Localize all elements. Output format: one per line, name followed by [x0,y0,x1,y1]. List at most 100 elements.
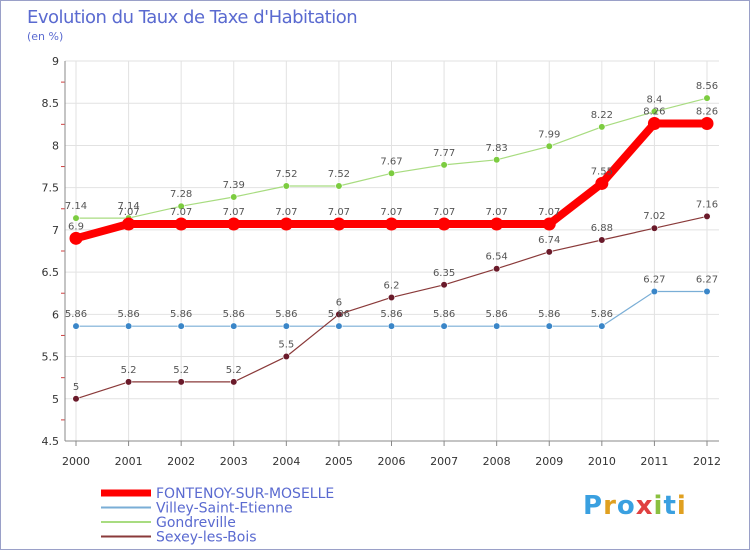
data-label: 8.26 [643,106,665,117]
data-point [545,248,553,256]
grid [65,60,719,442]
data-point [72,395,80,403]
data-label: 6.27 [696,275,718,286]
legend: FONTENOY-SUR-MOSELLEVilley-Saint-Etienne… [101,486,334,546]
data-point [545,322,553,330]
data-point [177,322,185,330]
data-label: 7.02 [643,211,665,222]
data-label: 7.39 [223,180,245,191]
legend-entry: Villey-Saint-Etienne [101,501,293,517]
data-point [493,156,501,164]
x-tick-label: 2006 [378,455,406,468]
data-label: 5.86 [275,309,297,320]
data-label: 7.07 [538,207,560,218]
data-label: 5.5 [278,340,294,351]
data-point [647,116,661,130]
data-point [493,265,501,273]
data-point [332,217,346,231]
y-tick-label: 7 [52,224,59,237]
legend-label: Villey-Saint-Etienne [156,501,293,517]
data-point [335,310,343,318]
data-point [230,193,238,201]
series-gondreville [72,94,711,222]
data-label: 7.83 [486,143,508,154]
series-sexey-les-bois [72,212,711,403]
data-point [282,182,290,190]
data-point [282,322,290,330]
series-villey-saint-etienne [72,287,711,330]
data-label: 5.86 [117,309,139,320]
series [69,94,714,403]
data-label: 7.28 [170,189,192,200]
data-point [230,378,238,386]
data-label: 5.86 [591,309,613,320]
data-point [545,142,553,150]
x-tick-label: 2002 [167,455,195,468]
data-label: 7.07 [170,207,192,218]
data-label: 7.07 [223,207,245,218]
x-tick-label: 2001 [115,455,143,468]
data-point [177,378,185,386]
data-point [124,322,133,330]
data-label: 7.07 [328,207,350,218]
data-point [650,224,659,232]
data-label: 6.9 [68,221,84,232]
legend-label: Gondreville [156,515,236,531]
y-tick-label: 9 [52,55,59,68]
data-point [703,212,711,220]
data-point [703,287,711,296]
data-label: 5.2 [226,365,242,376]
data-point [227,217,241,231]
y-tick-label: 7.5 [42,182,60,195]
data-label: 7.52 [328,169,350,180]
y-tick-label: 8.5 [42,97,60,110]
data-point [493,322,501,330]
data-label: 5.86 [380,309,402,320]
data-label: 6.35 [433,268,455,279]
data-point [440,322,448,330]
data-label: 5.86 [170,309,192,320]
data-point [595,176,609,190]
data-point [385,217,398,231]
data-label: 7.16 [696,199,718,210]
data-point [69,231,83,245]
data-point [335,322,343,330]
data-label: 6 [336,297,342,308]
legend-entry: Gondreville [101,515,236,531]
data-point [177,202,185,210]
x-tick-label: 2008 [483,455,511,468]
data-point [230,322,238,330]
data-label: 7.67 [380,156,402,167]
data-label: 8.56 [696,81,718,92]
data-point [703,94,711,102]
legend-label: FONTENOY-SUR-MOSELLE [156,486,334,502]
axes: 4.5 5 5.5 6 6.5 7 7.5 8 8.5 9 2000 2001 2002 2003 2004… [42,55,722,468]
data-point [440,161,448,169]
legend-entry: FONTENOY-SUR-MOSELLE [101,486,334,502]
data-labels: 7.14 7.14 7.28 7.39 7.52 7.52 7.67 7.77 7.83 7.99… [65,81,718,393]
data-label: 7.77 [433,148,455,159]
x-tick-label: 2007 [430,455,458,468]
data-label: 7.07 [486,207,508,218]
x-tick-label: 2003 [220,455,248,468]
data-label: 8.22 [591,110,613,121]
x-tick-label: 2000 [62,455,90,468]
y-tick-label: 6 [52,308,59,321]
data-point [282,352,290,361]
data-label: 7.55 [591,166,613,177]
data-label: 5.2 [121,365,137,376]
y-tick-label: 5 [52,393,59,406]
data-label: 5.86 [328,309,350,320]
y-tick-label: 6.5 [42,266,60,279]
x-tick-label: 2011 [640,455,668,468]
data-label: 5.86 [433,309,455,320]
data-point [387,293,396,302]
data-point [387,322,396,330]
data-label: 8.26 [696,106,718,117]
data-label: 6.54 [486,252,508,263]
data-label: 7.07 [380,207,402,218]
data-label: 7.07 [433,207,455,218]
proxiti-logo: Proxiti [583,491,687,521]
chart-subtitle: (en %) [27,30,64,43]
